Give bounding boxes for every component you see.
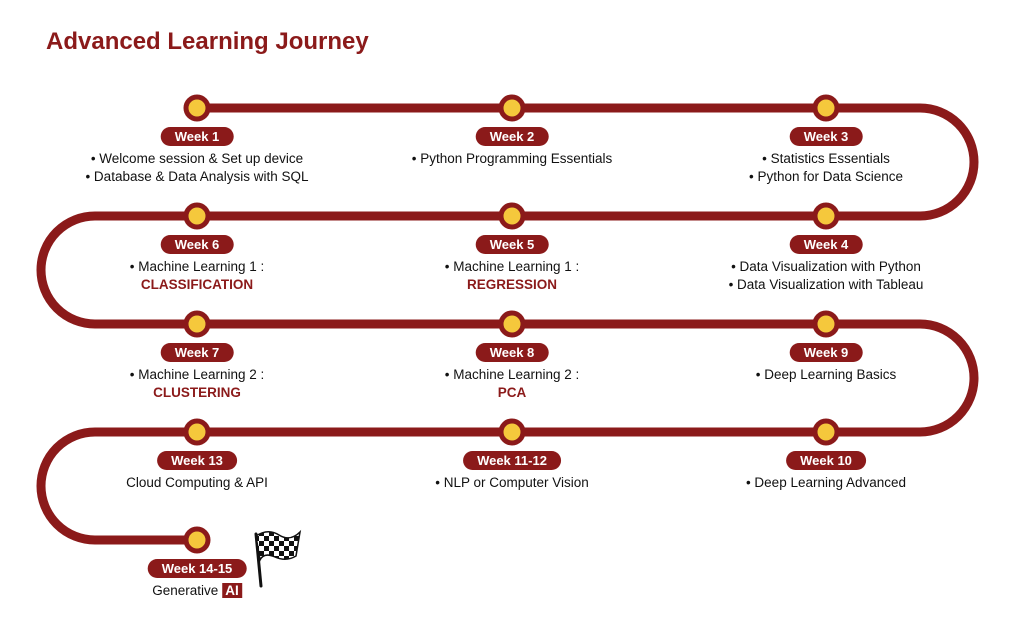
week-node — [812, 310, 840, 338]
week-topic: • Python Programming Essentials — [411, 151, 613, 166]
week-topic: • Data Visualization with Python — [731, 259, 921, 274]
week-topic: • NLP or Computer Vision — [435, 475, 589, 490]
week-badge: Week 7 — [160, 343, 234, 362]
week-description: • Deep Learning Advanced — [746, 474, 906, 492]
week-topic: • Deep Learning Advanced — [745, 475, 907, 490]
week-topic: Cloud Computing & API — [126, 475, 268, 490]
week-badge: Week 3 — [789, 127, 863, 146]
week-description: • Deep Learning Basics — [756, 366, 897, 384]
week-node — [183, 94, 211, 122]
week-node — [498, 310, 526, 338]
week-description: • Machine Learning 1 : REGRESSION — [445, 258, 580, 293]
week-node — [812, 418, 840, 446]
week-topic: • Machine Learning 1 : — [444, 259, 580, 274]
week-badge: Week 11-12 — [463, 451, 561, 470]
week-description: Generative AI — [152, 582, 242, 600]
week-badge: Week 14-15 — [147, 559, 247, 578]
week-description: • Data Visualization with Python • Data V… — [729, 258, 924, 293]
week-node — [183, 202, 211, 230]
week-badge: Week 6 — [160, 235, 234, 254]
week-description: Cloud Computing & API — [126, 474, 268, 492]
week-topic: • Statistics Essentials — [762, 151, 890, 166]
week-topic-highlight: PCA — [497, 384, 527, 400]
week-topic: • Database & Data Analysis with SQL — [85, 168, 309, 184]
page-title: Advanced Learning Journey — [46, 28, 369, 55]
week-description: • Machine Learning 1 : CLASSIFICATION — [130, 258, 265, 293]
week-topic: • Machine Learning 2 : — [444, 367, 580, 382]
week-topic-highlight: CLASSIFICATION — [140, 276, 254, 292]
week-topic-highlight: REGRESSION — [466, 276, 558, 292]
week-node — [498, 418, 526, 446]
week-description: • Machine Learning 2 : CLUSTERING — [130, 366, 265, 401]
week-topic-highlight: CLUSTERING — [153, 384, 241, 400]
week-description: • Welcome session & Set up device • Datab… — [85, 150, 308, 185]
week-topic: • Machine Learning 2 : — [129, 367, 265, 382]
week-badge: Week 10 — [786, 451, 866, 470]
week-topic: • Data Visualization with Tableau — [728, 276, 924, 292]
week-topic: • Welcome session & Set up device — [90, 151, 304, 166]
checkered-flag-icon — [254, 529, 302, 588]
week-node — [183, 310, 211, 338]
week-description: • Statistics Essentials • Python for Data… — [749, 150, 903, 185]
week-description: • Machine Learning 2 : PCA — [445, 366, 580, 401]
week-badge: Week 1 — [160, 127, 234, 146]
week-node — [812, 202, 840, 230]
week-badge: Week 9 — [789, 343, 863, 362]
week-badge: Week 8 — [475, 343, 549, 362]
week-node — [183, 526, 211, 554]
week-node — [498, 202, 526, 230]
week-node — [498, 94, 526, 122]
ai-tag: AI — [222, 583, 242, 598]
week-topic: Generative AI — [152, 582, 242, 600]
week-badge: Week 5 — [475, 235, 549, 254]
week-description: • Python Programming Essentials — [412, 150, 613, 168]
week-node — [183, 418, 211, 446]
week-badge: Week 4 — [789, 235, 863, 254]
week-description: • NLP or Computer Vision — [435, 474, 589, 492]
week-topic: • Machine Learning 1 : — [129, 259, 265, 274]
week-badge: Week 2 — [475, 127, 549, 146]
week-topic: • Python for Data Science — [748, 168, 904, 184]
week-badge: Week 13 — [157, 451, 237, 470]
week-node — [812, 94, 840, 122]
week-topic: • Deep Learning Basics — [755, 367, 897, 382]
